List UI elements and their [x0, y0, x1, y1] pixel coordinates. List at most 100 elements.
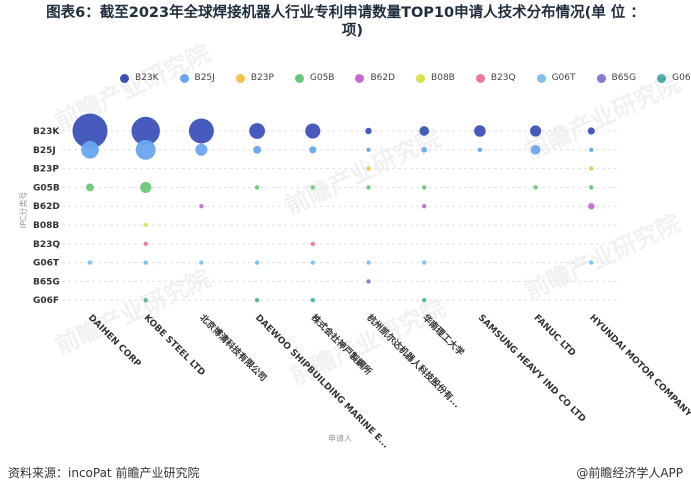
bubble-g06f — [310, 298, 315, 303]
x-tick-label: SAMSUNG HEAVY IND CO LTD — [476, 313, 587, 424]
x-tick-label: FANUC LTD — [531, 313, 577, 359]
x-tick-label: KOBE STEEL LTD — [142, 313, 207, 378]
bubble-b65g — [366, 279, 371, 284]
legend-item-b25j[interactable]: B25J — [179, 73, 215, 83]
legend-marker — [294, 73, 304, 83]
legend-marker — [416, 73, 426, 83]
legend-marker — [657, 73, 667, 83]
legend-item-b23q[interactable]: B23Q — [475, 73, 516, 83]
legend-item-b65g[interactable]: B65G — [596, 73, 637, 83]
bubble-b23k — [419, 126, 430, 136]
y-tick-label: B23P — [33, 165, 59, 175]
bubble-g06t — [310, 260, 315, 265]
bubble-b23k — [474, 125, 486, 137]
y-axis-label: IPC分类号 — [18, 192, 28, 229]
bubble-b23q — [143, 241, 148, 246]
bubbles — [72, 113, 595, 303]
legend-item-g05b[interactable]: G05B — [294, 73, 335, 83]
y-tick-label: B62D — [33, 202, 60, 212]
bubble-g06t — [143, 260, 148, 265]
y-tick-label: B23K — [33, 127, 60, 137]
bubble-g05b — [310, 185, 315, 190]
watermark-text: 前瞻产业研究院 — [51, 39, 215, 135]
legend-label: G05B — [309, 73, 335, 83]
bubble-g05b — [533, 185, 538, 190]
bubble-g06f — [422, 298, 427, 303]
grid — [62, 130, 618, 301]
bubble-g06t — [87, 260, 93, 265]
bubble-b25j — [421, 147, 427, 153]
bubble-b23k — [249, 123, 265, 139]
bubble-b25j — [530, 144, 541, 155]
chart-legend: B23K B25J B23P G05B B62D B08B B23Q G06T B65G G06F — [120, 68, 691, 88]
bubble-b23q — [310, 241, 315, 246]
legend-item-g06f[interactable]: G06F — [657, 73, 691, 83]
legend-item-b23p[interactable]: B23P — [235, 73, 274, 83]
bubble-b25j — [477, 147, 483, 152]
legend-item-b08b[interactable]: B08B — [416, 73, 455, 83]
watermark-text: 前瞻产业研究院 — [521, 209, 685, 305]
legend-item-b62d[interactable]: B62D — [355, 73, 395, 83]
y-tick-label: G05B — [33, 183, 60, 193]
legend-label: B65G — [611, 73, 637, 83]
y-tick-label: B23Q — [33, 240, 60, 250]
legend-marker — [536, 73, 546, 83]
bubble-b25j — [81, 140, 99, 159]
chart-title-line1: 图表6：截至2023年全球焊接机器人行业专利申请数量TOP10申请人技术分布情况… — [46, 5, 645, 21]
legend-label: B62D — [370, 73, 396, 83]
legend-label: G06F — [672, 73, 691, 83]
bubble-g06t — [254, 260, 260, 265]
chart-title-line2: 项) — [341, 23, 364, 39]
bubble-g06t — [589, 260, 594, 265]
bubble-g05b — [366, 185, 371, 190]
bubble-g06f — [143, 298, 148, 303]
bubble-g05b — [422, 185, 427, 190]
bubble-g06t — [422, 260, 427, 265]
chart-title: 图表6：截至2023年全球焊接机器人行业专利申请数量TOP10申请人技术分布情况… — [0, 4, 691, 40]
bubble-b25j — [135, 139, 156, 160]
bubble-b25j — [195, 143, 208, 156]
bubble-g06f — [254, 298, 260, 303]
bubble-g06t — [199, 260, 204, 265]
legend-item-b23k[interactable]: B23K — [120, 73, 159, 83]
bubble-b25j — [589, 147, 594, 152]
bubble-g05b — [254, 185, 260, 190]
y-tick-label: B08B — [33, 221, 59, 231]
legend-marker — [475, 73, 485, 83]
source-note: 资料来源：incoPat 前瞻产业研究院 — [8, 466, 200, 480]
bubble-b08b — [143, 222, 148, 228]
bubble-b23k — [72, 113, 108, 149]
bubble-b23k — [365, 127, 372, 135]
bubble-b23k — [305, 123, 321, 139]
legend-label: B08B — [431, 73, 455, 83]
bubble-b62d — [588, 202, 595, 210]
watermark-text: 前瞻产业研究院 — [521, 69, 685, 165]
bubble-b23k — [530, 125, 542, 137]
x-axis-label: 申请人 — [328, 433, 352, 443]
legend-label: B25J — [194, 73, 215, 83]
legend-marker — [355, 73, 365, 83]
bubble-b23k — [188, 118, 214, 144]
legend-marker — [179, 73, 189, 83]
legend-marker — [596, 73, 606, 83]
bubble-b23k — [131, 116, 160, 146]
legend-marker — [235, 73, 245, 83]
bubble-b23k — [587, 127, 595, 135]
legend-item-g06t[interactable]: G06T — [536, 73, 576, 83]
bubble-b25j — [309, 146, 317, 154]
legend-label: B23Q — [490, 73, 516, 83]
bubble-g06t — [366, 260, 371, 265]
legend-label: B23K — [135, 73, 159, 83]
brand-credit: @前瞻经济学人APP — [576, 466, 683, 480]
legend-label: G06T — [551, 73, 576, 83]
legend-label: B23P — [250, 73, 274, 83]
bubble-g05b — [86, 183, 94, 192]
y-tick-label: G06F — [33, 296, 59, 306]
y-tick-label: B65G — [33, 277, 60, 287]
bubble-b23p — [589, 166, 594, 171]
y-tick-label: B25J — [33, 146, 56, 156]
bubble-g05b — [140, 181, 152, 193]
x-tick-label: HYUNDAI MOTOR COMPANY — [587, 313, 691, 420]
